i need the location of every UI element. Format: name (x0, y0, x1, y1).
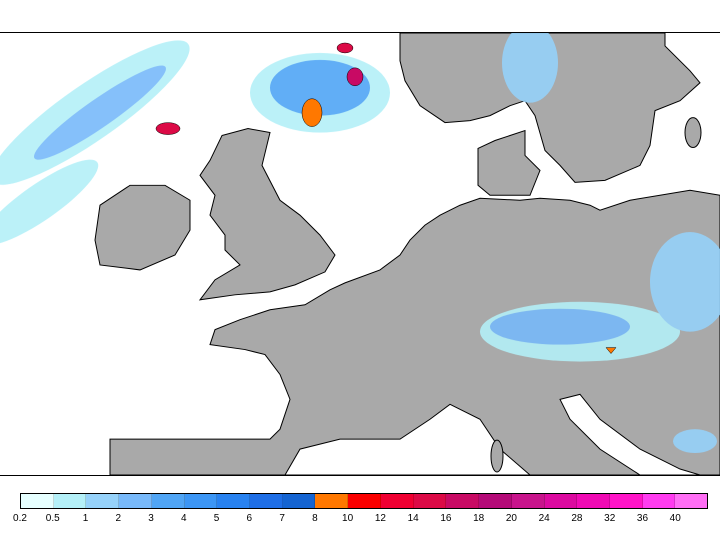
legend-swatch (86, 494, 120, 508)
legend-swatch (315, 494, 349, 508)
legend-swatch (184, 494, 218, 508)
legend-swatch (282, 494, 316, 508)
great-britain (198, 128, 336, 301)
legend-label: 40 (669, 513, 681, 524)
legend-label: 4 (181, 513, 187, 524)
legend-swatch (21, 494, 54, 508)
adriatic-sea (559, 393, 701, 475)
precipitation-areas (0, 33, 720, 454)
legend-label: 20 (505, 513, 517, 524)
legend-label: 8 (312, 513, 318, 524)
legend-label: 6 (246, 513, 253, 524)
legend-label: 1 (82, 513, 89, 524)
mediterranean-sea (284, 403, 531, 475)
heavy-precipitation-spots (155, 42, 617, 354)
legend-label: 14 (407, 513, 419, 524)
legend-label: 10 (342, 513, 354, 524)
seas (284, 393, 701, 475)
legend-swatch (544, 494, 578, 508)
legend-swatch (119, 494, 152, 508)
legend-swatch (151, 494, 185, 508)
legend-label: 32 (604, 513, 616, 524)
legend-label: 18 (473, 513, 485, 524)
legend-swatch (675, 494, 708, 508)
gotland (684, 117, 702, 148)
legend-label: 0.2 (13, 513, 27, 524)
legend-swatch (609, 494, 643, 508)
legend-label: 7 (279, 513, 285, 524)
legend-label: 24 (538, 513, 550, 524)
legend-label: 16 (440, 513, 452, 524)
legend-label: 36 (636, 513, 649, 524)
legend-swatch (479, 494, 512, 508)
legend-label: 28 (571, 513, 583, 524)
legend-label: 3 (148, 513, 154, 524)
scandinavia (399, 33, 701, 183)
legend-label: 12 (374, 513, 386, 524)
corsica (490, 439, 504, 473)
precipitation-color-legend (20, 493, 708, 509)
legend-swatch (577, 494, 610, 508)
ireland (94, 184, 191, 271)
precipitation-map (0, 32, 720, 476)
denmark (477, 129, 541, 196)
legend-labels: 0.2 0.5 1 2 3 4 5 6 7 8 10 12 14 16 18 20 24 28 32 36 40 (0, 513, 720, 527)
legend-swatch (217, 494, 251, 508)
legend-label: 2 (115, 513, 122, 524)
legend-swatch (446, 494, 480, 508)
legend-swatch (413, 494, 447, 508)
legend-label: 0.5 (45, 513, 60, 524)
legend-swatch (511, 494, 545, 508)
legend-swatch (348, 494, 381, 508)
legend-label: 5 (213, 513, 220, 524)
legend-swatch (250, 494, 283, 508)
legend-swatch (380, 494, 414, 508)
legend-swatch (53, 494, 87, 508)
legend-swatch (642, 494, 676, 508)
